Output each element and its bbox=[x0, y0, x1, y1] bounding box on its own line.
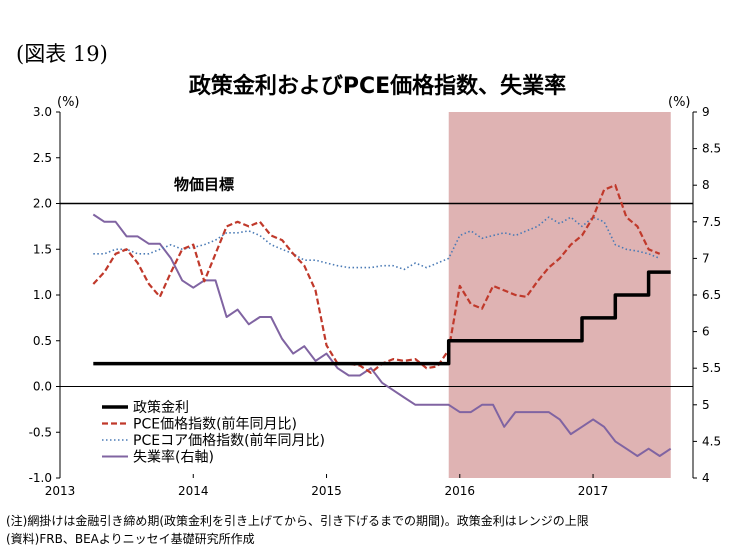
left-tick-label: 0.0 bbox=[33, 380, 52, 394]
left-tick-label: 1.5 bbox=[33, 242, 52, 256]
left-tick-label: 2.5 bbox=[33, 151, 52, 165]
right-tick-label: 8 bbox=[702, 178, 710, 192]
series-line-0 bbox=[93, 270, 671, 366]
left-tick-label: 2.0 bbox=[33, 197, 52, 211]
source-note: (資料)FRB、BEAよりニッセイ基礎研究所作成 bbox=[6, 532, 255, 546]
right-axis-unit-label: (%) bbox=[668, 95, 691, 110]
price-target-label: 物価目標 bbox=[174, 176, 234, 194]
reference-line-group: 物価目標 bbox=[60, 176, 693, 205]
right-tick-label: 7 bbox=[702, 251, 710, 265]
left-tick-label: 1.0 bbox=[33, 288, 52, 302]
x-tick-label: 2015 bbox=[311, 484, 342, 498]
figure-label: (図表 19) bbox=[16, 42, 108, 66]
left-tick-label: 0.5 bbox=[33, 334, 52, 348]
series-line-1 bbox=[92, 184, 661, 374]
right-tick-label: 7.5 bbox=[702, 215, 721, 229]
legend-label-3: 失業率(右軸) bbox=[133, 449, 214, 466]
footnote: (注)網掛けは金融引き締め期(政策金利を引き上げてから、引き下げるまでの期間)。… bbox=[6, 514, 589, 528]
axes-group bbox=[56, 111, 697, 479]
chart-title: 政策金利およびPCE価格指数、失業率 bbox=[188, 74, 567, 99]
right-tick-label: 4 bbox=[702, 471, 710, 485]
series-line-2 bbox=[93, 216, 661, 271]
left-tick-label: 3.0 bbox=[33, 105, 52, 119]
x-tick-label: 2016 bbox=[445, 484, 476, 498]
left-axis-unit-label: (%) bbox=[57, 95, 80, 110]
x-tick-label: 2017 bbox=[578, 484, 609, 498]
left-tick-label: -1.0 bbox=[29, 471, 52, 485]
x-tick-label: 2014 bbox=[178, 484, 209, 498]
legend-label-0: 政策金利 bbox=[133, 399, 189, 416]
right-tick-label: 6 bbox=[702, 325, 710, 339]
right-tick-label: 4.5 bbox=[702, 434, 721, 448]
right-tick-label: 8.5 bbox=[702, 142, 721, 156]
series-group bbox=[92, 184, 672, 457]
legend: 政策金利PCE価格指数(前年同月比)PCEコア価格指数(前年同月比)失業率(右軸… bbox=[102, 399, 325, 466]
x-tick-label: 2013 bbox=[45, 484, 76, 498]
series-line-3 bbox=[92, 213, 672, 457]
legend-label-2: PCEコア価格指数(前年同月比) bbox=[133, 432, 325, 449]
right-tick-label: 9 bbox=[702, 105, 710, 119]
right-tick-label: 6.5 bbox=[702, 288, 721, 302]
right-tick-label: 5 bbox=[702, 398, 710, 412]
right-tick-label: 5.5 bbox=[702, 361, 721, 375]
tick-labels-group: 3.0 2.5 2.0 1.5 1.0 0.5 0.0 -0.5 -1.0 9 8.5 8 7.5 7 6.… bbox=[29, 105, 722, 498]
left-tick-label: -0.5 bbox=[29, 425, 52, 439]
legend-label-1: PCE価格指数(前年同月比) bbox=[133, 416, 297, 433]
